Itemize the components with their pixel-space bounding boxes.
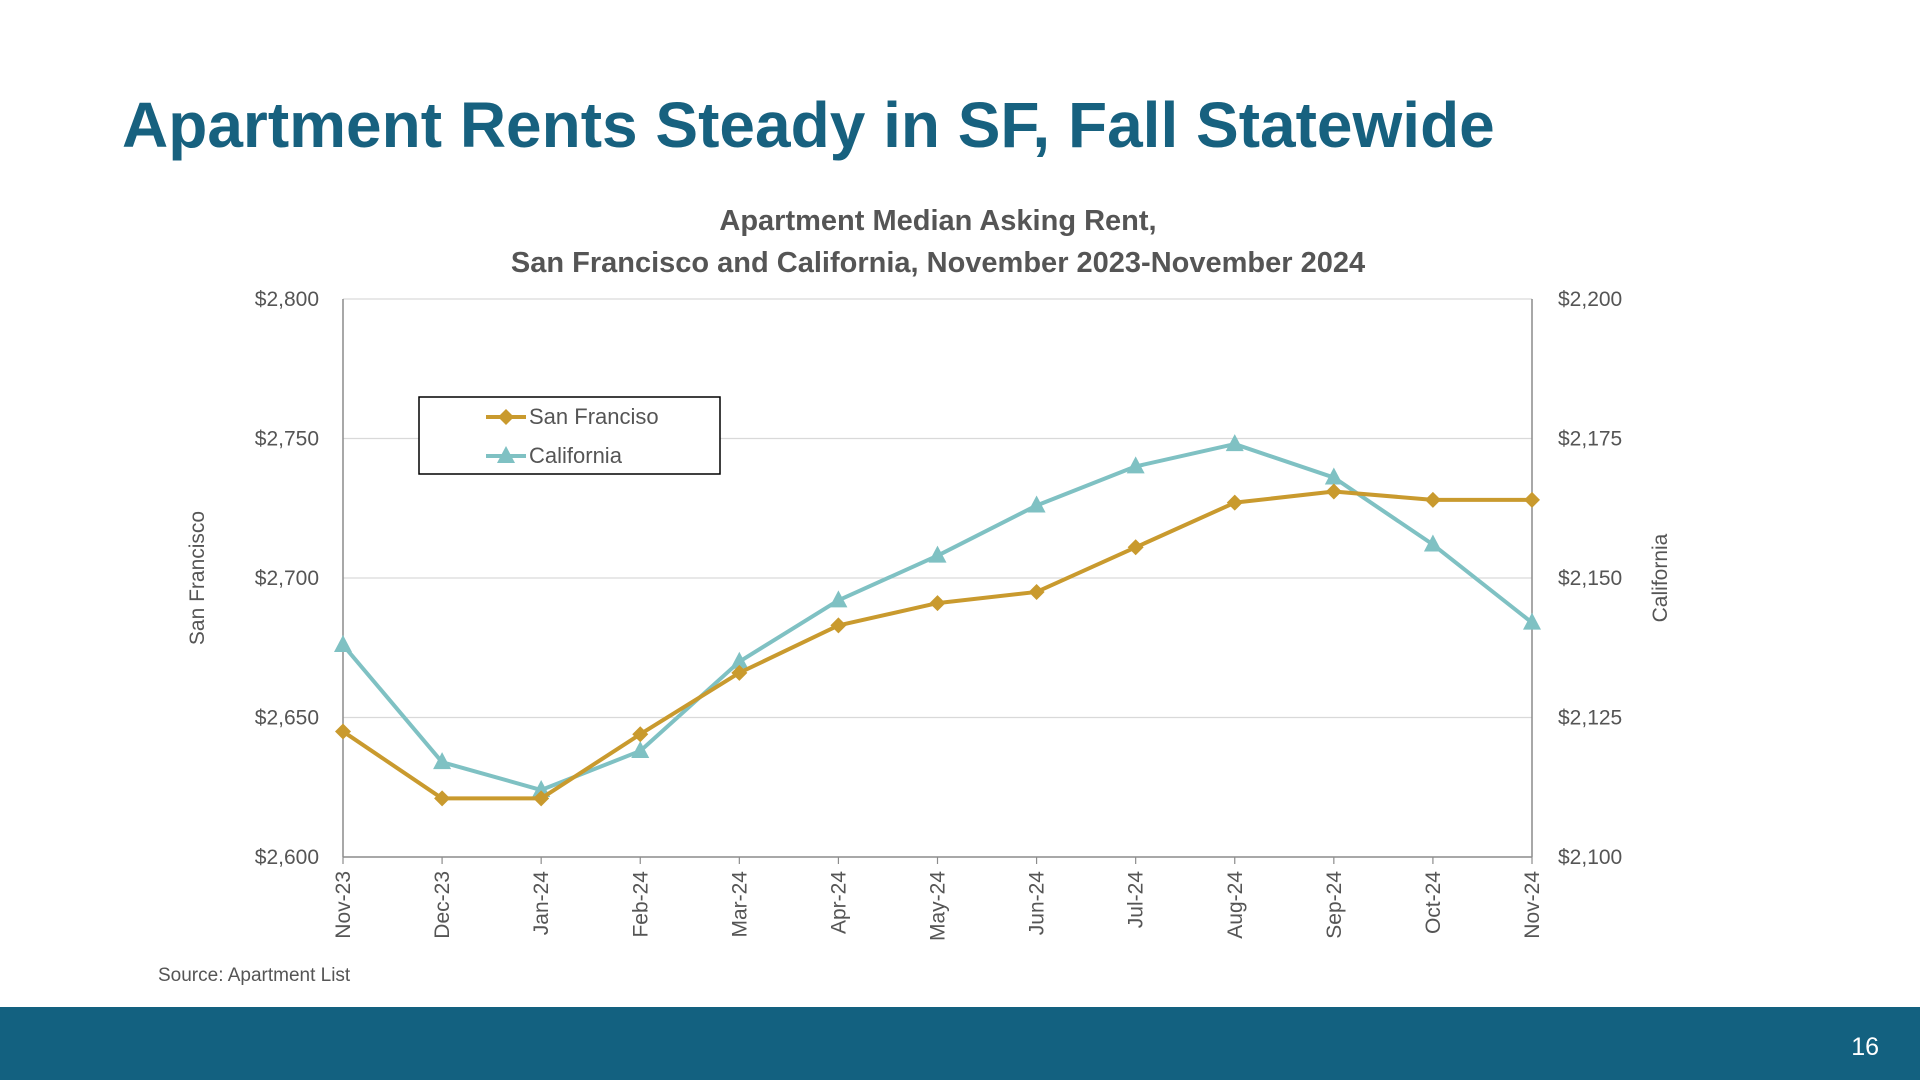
y-right-tick-label: $2,175: [1558, 428, 1622, 451]
ca-point: [631, 740, 650, 758]
ca-point: [1225, 434, 1244, 452]
series-line-california: [341, 442, 1534, 793]
sf-point: [929, 595, 946, 612]
sf-point: [533, 790, 550, 807]
legend-box: [418, 396, 721, 475]
sf-point: [731, 664, 748, 681]
ca-point: [730, 651, 749, 669]
y-right-axis-label: California: [1649, 533, 1672, 622]
x-tick-label: Oct-24: [1422, 871, 1445, 934]
ca-point: [1027, 495, 1046, 513]
chart-title-line2: San Francisco and California, November 2…: [510, 247, 1366, 279]
sf-point: [632, 726, 649, 743]
slide-title: Apartment Rents Steady in SF, Fall State…: [122, 89, 1495, 161]
y-left-axis-label: San Francisco: [186, 511, 209, 645]
sf-point: [1127, 539, 1144, 556]
ca-point: [1523, 612, 1541, 630]
rent-line-chart: Nov-23 Dec-23 Jan-24 Feb-24 Mar-24 Apr-24 May-…: [186, 288, 1672, 941]
y-right-tick-label: $2,150: [1558, 567, 1622, 590]
footer-bar: [0, 1007, 1920, 1080]
ca-point: [928, 545, 947, 563]
x-tick-label: May-24: [927, 871, 950, 941]
legend-label: California: [529, 443, 623, 468]
y-right-tick-label: $2,125: [1558, 707, 1622, 730]
legend-label: San Franciso: [529, 404, 659, 429]
sf-point: [1424, 491, 1441, 508]
ca-point: [1126, 456, 1145, 474]
y-left-tick-label: $2,600: [255, 846, 319, 869]
page-number: 16: [1851, 1033, 1879, 1061]
y-left-tick-label: $2,750: [255, 428, 319, 451]
series-line-san-francisco: [341, 489, 1532, 801]
y-left-tick-label: $2,800: [255, 288, 319, 311]
y-left-tick-label: $2,700: [255, 567, 319, 590]
ca-point: [829, 590, 848, 608]
chart-title-line1: Apartment Median Asking Rent,: [719, 205, 1157, 237]
x-tick-label: Jun-24: [1026, 871, 1049, 936]
source-note: Source: Apartment List: [158, 965, 351, 986]
sf-point: [1028, 583, 1045, 600]
x-tick-label: Nov-24: [1521, 871, 1544, 939]
sf-point: [335, 723, 351, 740]
x-tick-label: Jul-24: [1125, 871, 1148, 929]
x-tick-label: Nov-23: [332, 871, 355, 939]
sf-point: [1325, 483, 1342, 500]
x-tick-label: Mar-24: [728, 871, 751, 938]
ca-point: [1324, 467, 1343, 485]
x-tick-label: Jan-24: [530, 871, 553, 936]
ca-point: [433, 752, 452, 770]
sf-point: [1226, 494, 1243, 511]
x-tick-label: Apr-24: [827, 871, 850, 934]
legend-swatch-marker: [497, 446, 515, 463]
ca-point: [532, 780, 551, 798]
x-tick-label: Feb-24: [629, 871, 652, 938]
sf-point: [830, 617, 847, 634]
x-tick-label: Sep-24: [1323, 871, 1346, 939]
legend-swatch-marker: [498, 409, 514, 425]
ca-point: [1423, 534, 1442, 552]
sf-point: [434, 790, 451, 807]
y-left-tick-label: $2,650: [255, 707, 319, 730]
sf-point: [1524, 491, 1540, 508]
y-right-tick-label: $2,200: [1558, 288, 1622, 311]
ca-point: [334, 634, 352, 652]
y-right-tick-label: $2,100: [1558, 846, 1622, 869]
x-tick-label: Dec-23: [431, 871, 454, 939]
x-tick-label: Aug-24: [1224, 871, 1247, 939]
